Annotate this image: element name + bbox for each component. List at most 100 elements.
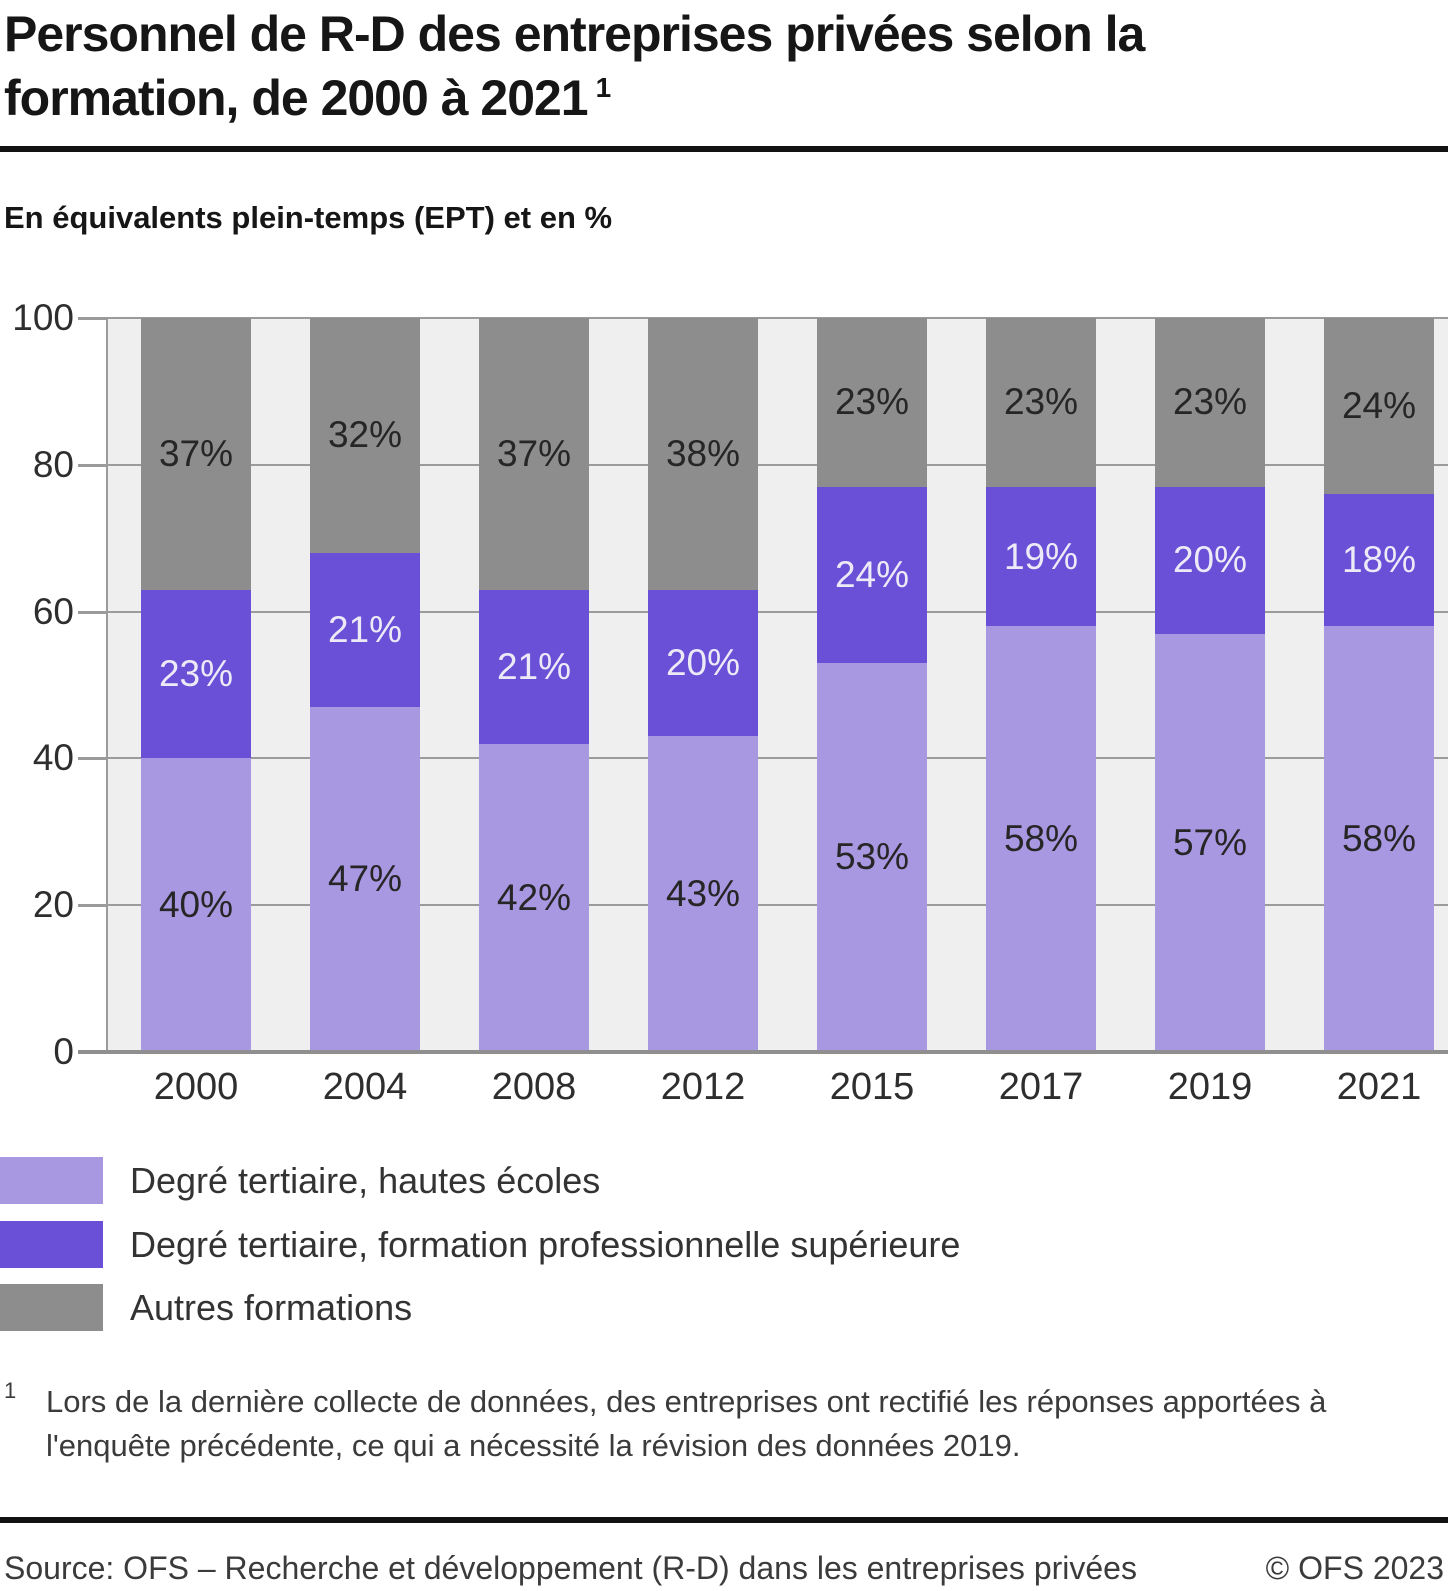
bar-segment-2004-hautes-ecoles: 47%	[310, 707, 420, 1052]
bar-segment-2000-autres-formations: 37%	[141, 318, 251, 590]
segment-label: 21%	[496, 645, 572, 687]
page-title-line2: formation, de 2000 à 2021	[4, 70, 589, 126]
bar-segment-2021-formation-prof-sup: 18%	[1324, 494, 1434, 627]
page-title: Personnel de R-D des entreprises privées…	[4, 2, 1444, 130]
y-axis-tick-40	[78, 757, 108, 761]
y-axis-label-40: 40	[32, 737, 74, 779]
x-axis-label-2008: 2008	[491, 1066, 577, 1108]
bar-segment-2012-formation-prof-sup: 20%	[648, 589, 758, 737]
gridline-40	[108, 757, 1448, 760]
bar-segment-2015-hautes-ecoles: 53%	[817, 662, 927, 1052]
bar-2000: 37% 23% 40%	[141, 318, 251, 1052]
footer-source: Source: OFS – Recherche et développement…	[4, 1550, 1137, 1586]
bar-segment-2017-hautes-ecoles: 58%	[986, 626, 1096, 1052]
y-axis-label-60: 60	[32, 590, 74, 632]
bar-segment-2004-formation-prof-sup: 21%	[310, 552, 420, 707]
gridline-60	[108, 610, 1448, 613]
y-axis-label-100: 100	[12, 297, 74, 338]
legend-swatch-0	[0, 1157, 103, 1204]
bar-segment-2008-hautes-ecoles: 42%	[479, 743, 589, 1052]
gridline-80	[108, 463, 1448, 466]
y-axis-tick-20	[78, 904, 108, 908]
segment-label: 37%	[158, 432, 234, 474]
segment-label: 20%	[665, 641, 741, 683]
bar-segment-2015-formation-prof-sup: 24%	[817, 486, 927, 663]
segment-label: 37%	[496, 432, 572, 474]
footnote-text: Lors de la dernière collecte de données,…	[46, 1380, 1326, 1468]
bar-2015: 23% 24% 53%	[817, 318, 927, 1052]
gridline-100	[108, 317, 1448, 319]
segment-label: 18%	[1341, 539, 1417, 581]
segment-label: 57%	[1172, 821, 1248, 863]
bar-segment-2000-formation-prof-sup: 23%	[141, 589, 251, 759]
segment-label: 40%	[158, 884, 234, 926]
segment-label: 47%	[327, 858, 403, 900]
segment-label: 58%	[1341, 818, 1417, 860]
bar-segment-2017-formation-prof-sup: 19%	[986, 486, 1096, 627]
x-axis-label-2012: 2012	[660, 1066, 746, 1108]
x-axis-label-2015: 2015	[829, 1066, 915, 1108]
segment-label: 23%	[1172, 381, 1248, 423]
segment-label: 42%	[496, 876, 572, 918]
legend-label-1: Degré tertiaire, formation professionnel…	[130, 1224, 961, 1265]
bar-segment-2017-autres-formations: 23%	[986, 318, 1096, 487]
bar-segment-2021-autres-formations: 24%	[1324, 318, 1434, 495]
x-axis-label-2019: 2019	[1167, 1066, 1253, 1108]
bar-2019: 23% 20% 57%	[1155, 318, 1265, 1052]
title-divider	[0, 146, 1448, 152]
bar-segment-2019-autres-formations: 23%	[1155, 318, 1265, 487]
legend-item-0: Degré tertiaire, hautes écoles	[0, 1157, 1448, 1204]
x-axis-label-2004: 2004	[322, 1066, 408, 1108]
bar-segment-2019-formation-prof-sup: 20%	[1155, 486, 1265, 634]
y-axis-tick-80	[78, 463, 108, 467]
segment-label: 23%	[158, 652, 234, 694]
bar-2008: 37% 21% 42%	[479, 318, 589, 1052]
gridline-20	[108, 904, 1448, 907]
bar-2021: 24% 18% 58%	[1324, 318, 1434, 1052]
legend-swatch-2	[0, 1284, 103, 1331]
segment-label: 38%	[665, 432, 741, 474]
segment-label: 53%	[834, 836, 910, 878]
footnote-line: l'enquête précédente, ce qui a nécessité…	[46, 1428, 1021, 1463]
segment-label: 32%	[327, 414, 403, 456]
y-axis-line	[106, 318, 108, 1052]
y-axis-tick-60	[78, 610, 108, 614]
segment-label: 23%	[834, 381, 910, 423]
segment-label: 20%	[1172, 539, 1248, 581]
y-axis-label-80: 80	[32, 443, 74, 485]
segment-label: 24%	[834, 553, 910, 595]
footnote-line: Lors de la dernière collecte de données,…	[46, 1384, 1327, 1419]
segment-label: 21%	[327, 608, 403, 650]
x-axis-label-2000: 2000	[153, 1066, 239, 1108]
bar-2012: 38% 20% 43%	[648, 318, 758, 1052]
bar-segment-2008-autres-formations: 37%	[479, 318, 589, 590]
title-footnote-marker: 1	[595, 72, 612, 104]
legend-swatch-1	[0, 1221, 103, 1268]
bar-2004: 32% 21% 47%	[310, 318, 420, 1052]
footer: Source: OFS – Recherche et développement…	[0, 1548, 1448, 1588]
x-axis-line	[78, 1050, 1448, 1054]
legend-label-2: Autres formations	[130, 1287, 413, 1328]
x-axis-label-2021: 2021	[1336, 1066, 1422, 1108]
legend-item-1: Degré tertiaire, formation professionnel…	[0, 1221, 1448, 1268]
segment-label: 23%	[1003, 381, 1079, 423]
bar-segment-2004-autres-formations: 32%	[310, 318, 420, 553]
footnote-marker: 1	[4, 1378, 17, 1403]
bar-segment-2008-formation-prof-sup: 21%	[479, 589, 589, 744]
segment-label: 24%	[1341, 385, 1417, 427]
bar-2017: 23% 19% 58%	[986, 318, 1096, 1052]
x-axis-label-2017: 2017	[998, 1066, 1084, 1108]
y-axis-tick-100	[78, 317, 108, 320]
bar-segment-2021-hautes-ecoles: 58%	[1324, 626, 1434, 1052]
footer-copyright: © OFS 2023	[1265, 1550, 1444, 1586]
y-axis-label-0: 0	[53, 1031, 74, 1072]
bar-segment-2019-hautes-ecoles: 57%	[1155, 633, 1265, 1052]
legend-label-0: Degré tertiaire, hautes écoles	[130, 1160, 601, 1201]
y-axis-label-20: 20	[32, 884, 74, 926]
chart-subtitle: En équivalents plein-temps (EPT) et en %	[4, 200, 613, 235]
footer-divider	[0, 1517, 1448, 1523]
legend-item-2: Autres formations	[0, 1284, 1448, 1331]
bar-segment-2000-hautes-ecoles: 40%	[141, 758, 251, 1052]
